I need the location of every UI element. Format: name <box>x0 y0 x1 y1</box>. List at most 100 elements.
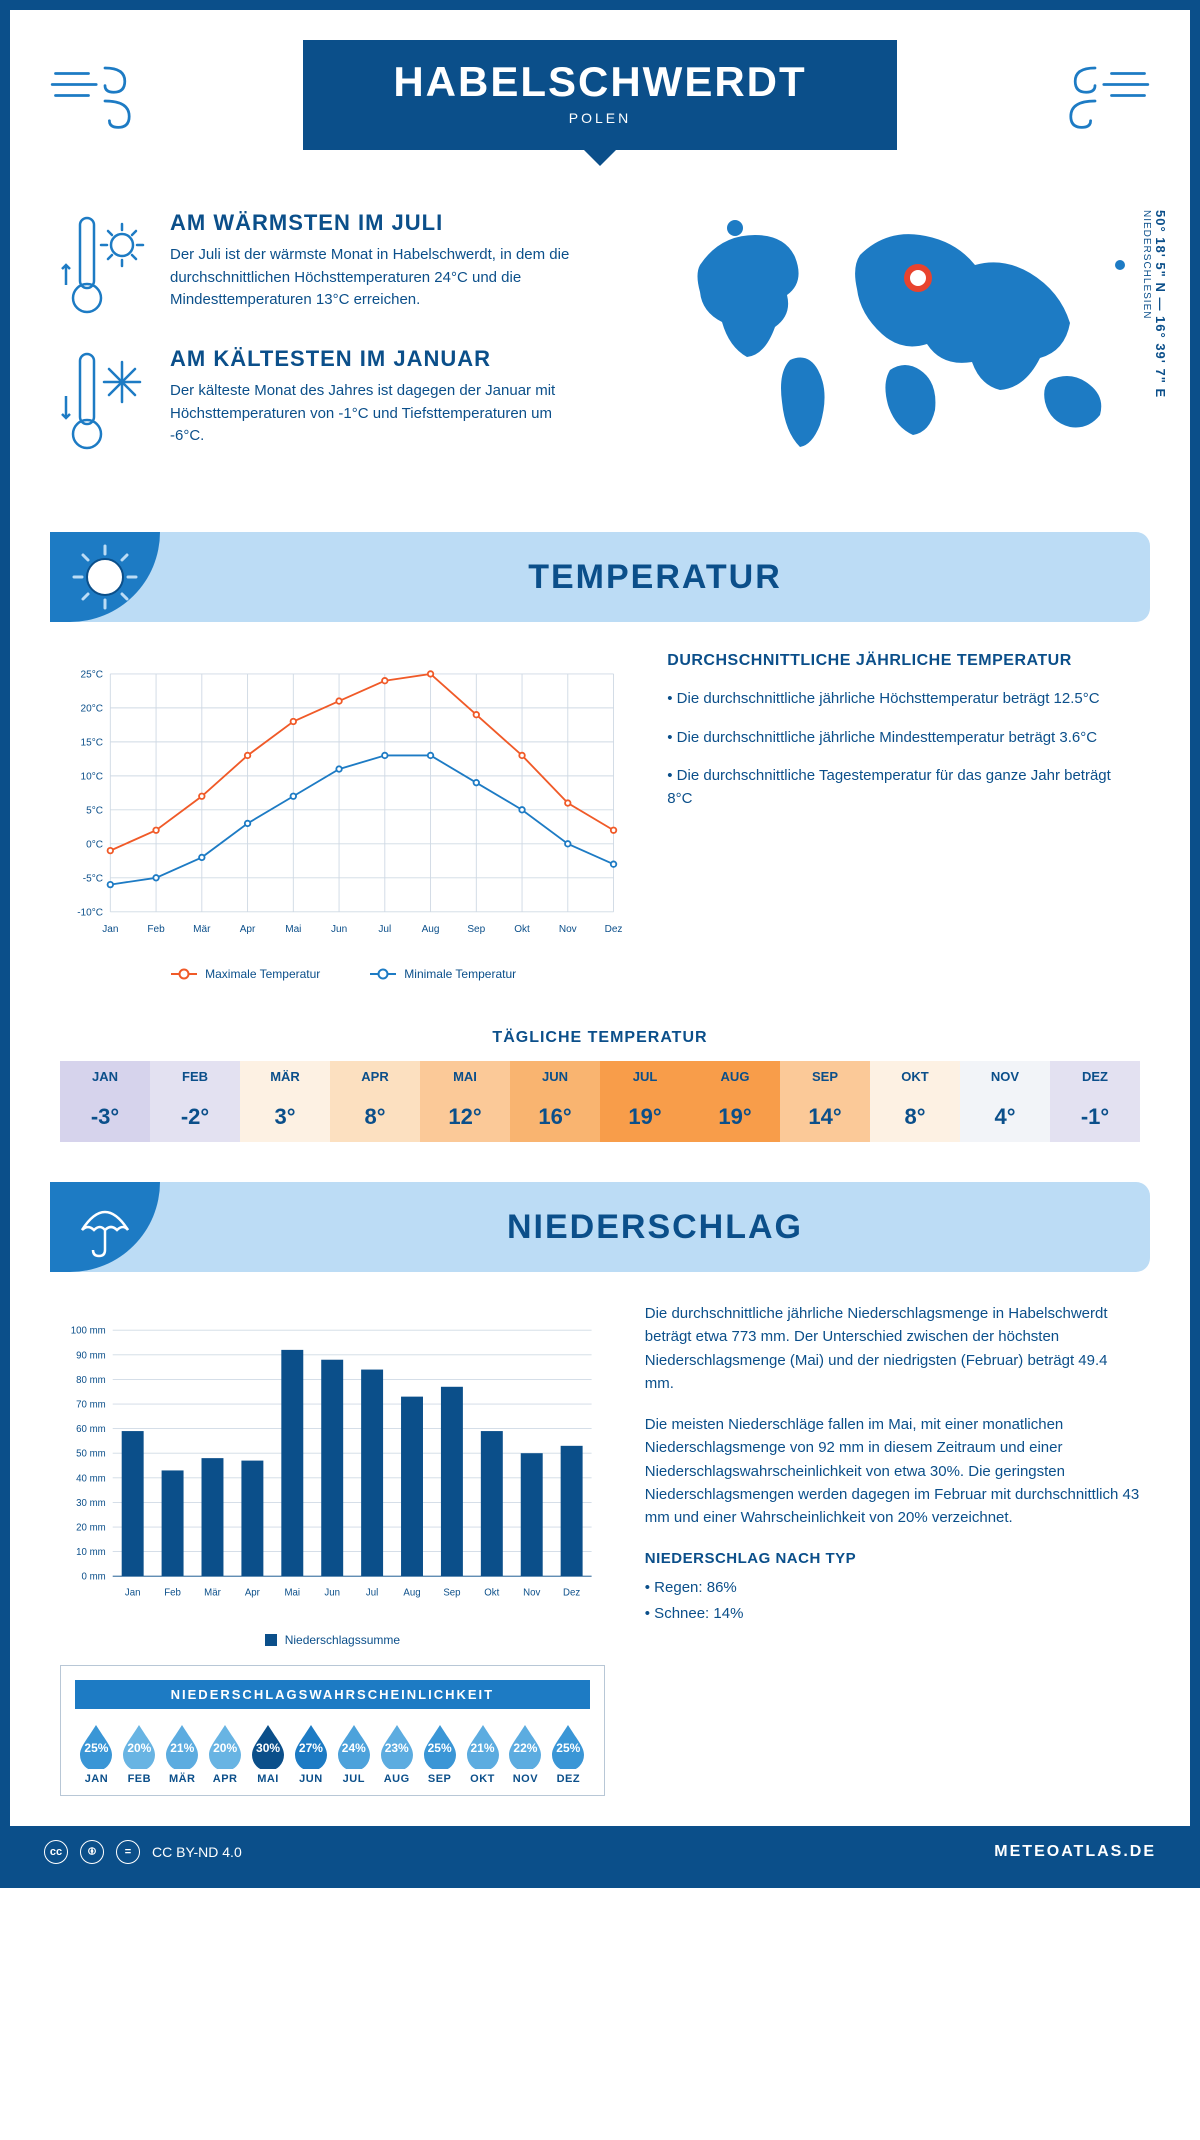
temp-note-item: • Die durchschnittliche jährliche Höchst… <box>667 688 1140 711</box>
prob-cell: 25% DEZ <box>547 1723 590 1785</box>
svg-text:Feb: Feb <box>164 1588 181 1599</box>
precip-probability-panel: NIEDERSCHLAGSWAHRSCHEINLICHKEIT 25% JAN … <box>60 1665 605 1796</box>
svg-text:40 mm: 40 mm <box>76 1473 106 1484</box>
svg-text:50 mm: 50 mm <box>76 1449 106 1460</box>
prob-cell: 25% JAN <box>75 1723 118 1785</box>
coordinates-label: 50° 18' 5" N — 16° 39' 7" E <box>1153 210 1168 398</box>
temp-note-item: • Die durchschnittliche Tagestemperatur … <box>667 765 1140 810</box>
daily-temp-title: TÄGLICHE TEMPERATUR <box>10 1029 1190 1047</box>
precipitation-section-header: NIEDERSCHLAG <box>50 1182 1150 1272</box>
precipitation-text: Die durchschnittliche jährliche Niedersc… <box>645 1302 1140 1796</box>
region-label: NIEDERSCHLESIEN <box>1141 210 1152 319</box>
daily-month-cell: AUG <box>690 1061 780 1092</box>
daily-temp-cell: 8° <box>330 1092 420 1142</box>
sun-icon <box>70 542 140 612</box>
svg-text:Dez: Dez <box>605 924 623 935</box>
warmest-block: AM WÄRMSTEN IM JULI Der Juli ist der wär… <box>60 210 650 320</box>
wind-icon <box>1040 50 1150 130</box>
svg-text:Mär: Mär <box>204 1588 221 1599</box>
prob-cell: 20% APR <box>204 1723 247 1785</box>
daily-temp-cell: 12° <box>420 1092 510 1142</box>
prob-cell: 27% JUN <box>289 1723 332 1785</box>
svg-text:Okt: Okt <box>484 1588 499 1599</box>
precip-paragraph-2: Die meisten Niederschläge fallen im Mai,… <box>645 1413 1140 1529</box>
svg-text:100 mm: 100 mm <box>71 1326 106 1337</box>
daily-month-cell: MAI <box>420 1061 510 1092</box>
brand-label: METEOATLAS.DE <box>994 1843 1156 1861</box>
temp-notes-title: DURCHSCHNITTLICHE JÄHRLICHE TEMPERATUR <box>667 652 1140 670</box>
thermometer-hot-icon <box>60 210 150 320</box>
daily-month-cell: JUN <box>510 1061 600 1092</box>
svg-text:Mai: Mai <box>285 1588 301 1599</box>
svg-text:Jun: Jun <box>324 1588 340 1599</box>
thermometer-cold-icon <box>60 346 150 456</box>
precipitation-body: 0 mm10 mm20 mm30 mm40 mm50 mm60 mm70 mm8… <box>10 1302 1190 1826</box>
svg-text:70 mm: 70 mm <box>76 1400 106 1411</box>
prob-cell: 21% MÄR <box>161 1723 204 1785</box>
svg-text:60 mm: 60 mm <box>76 1424 106 1435</box>
prob-cell: 20% FEB <box>118 1723 161 1785</box>
precip-paragraph-1: Die durchschnittliche jährliche Niedersc… <box>645 1302 1140 1395</box>
daily-temp-cell: 14° <box>780 1092 870 1142</box>
temperature-notes: DURCHSCHNITTLICHE JÄHRLICHE TEMPERATUR •… <box>667 652 1140 981</box>
umbrella-icon <box>72 1194 138 1260</box>
precipitation-bar-chart: 0 mm10 mm20 mm30 mm40 mm50 mm60 mm70 mm8… <box>60 1302 605 1622</box>
prob-cell: 23% AUG <box>375 1723 418 1785</box>
daily-temp-grid: JANFEBMÄRAPRMAIJUNJULAUGSEPOKTNOVDEZ-3°-… <box>60 1061 1140 1142</box>
svg-text:-5°C: -5°C <box>83 873 103 884</box>
daily-temp-cell: 19° <box>690 1092 780 1142</box>
prob-cell: 21% OKT <box>461 1723 504 1785</box>
temperature-legend: Maximale Temperatur Minimale Temperatur <box>60 967 627 981</box>
intro-section: AM WÄRMSTEN IM JULI Der Juli ist der wär… <box>10 210 1190 512</box>
prob-cell: 22% NOV <box>504 1723 547 1785</box>
svg-text:Aug: Aug <box>403 1588 420 1599</box>
daily-month-cell: NOV <box>960 1061 1050 1092</box>
svg-text:Nov: Nov <box>523 1588 540 1599</box>
daily-month-cell: OKT <box>870 1061 960 1092</box>
world-map-icon <box>680 210 1140 450</box>
svg-text:Jan: Jan <box>125 1588 141 1599</box>
svg-text:Nov: Nov <box>559 924 577 935</box>
daily-month-cell: SEP <box>780 1061 870 1092</box>
license-label: CC BY-ND 4.0 <box>152 1844 242 1860</box>
wind-icon <box>50 50 160 130</box>
svg-text:Jan: Jan <box>102 924 118 935</box>
svg-text:0°C: 0°C <box>86 839 103 850</box>
nd-icon: = <box>116 1840 140 1864</box>
daily-temp-cell: -1° <box>1050 1092 1140 1142</box>
svg-text:Mär: Mär <box>193 924 211 935</box>
svg-text:90 mm: 90 mm <box>76 1350 106 1361</box>
city-title: HABELSCHWERDT <box>393 58 806 106</box>
svg-text:25°C: 25°C <box>81 670 103 681</box>
daily-temp-cell: 4° <box>960 1092 1050 1142</box>
temperature-body: -10°C-5°C0°C5°C10°C15°C20°C25°CJanFebMär… <box>10 652 1190 1001</box>
svg-text:Dez: Dez <box>563 1588 580 1599</box>
svg-text:Feb: Feb <box>147 924 165 935</box>
daily-month-cell: APR <box>330 1061 420 1092</box>
infographic-frame: HABELSCHWERDT POLEN <box>0 0 1200 1888</box>
svg-text:Okt: Okt <box>514 924 530 935</box>
svg-text:Jun: Jun <box>331 924 347 935</box>
country-subtitle: POLEN <box>393 110 806 126</box>
coldest-title: AM KÄLTESTEN IM JANUAR <box>170 346 570 372</box>
warmest-title: AM WÄRMSTEN IM JULI <box>170 210 570 236</box>
svg-text:Sep: Sep <box>443 1588 460 1599</box>
header: HABELSCHWERDT POLEN <box>10 10 1190 210</box>
section-corner <box>50 1182 160 1272</box>
temp-note-item: • Die durchschnittliche jährliche Mindes… <box>667 727 1140 750</box>
svg-text:Sep: Sep <box>467 924 485 935</box>
svg-text:20°C: 20°C <box>81 704 103 715</box>
intro-text-column: AM WÄRMSTEN IM JULI Der Juli ist der wär… <box>60 210 650 482</box>
section-corner <box>50 532 160 622</box>
prob-cell: 25% SEP <box>418 1723 461 1785</box>
precip-type-title: NIEDERSCHLAG NACH TYP <box>645 1547 1140 1570</box>
svg-text:10°C: 10°C <box>81 772 103 783</box>
daily-temp-cell: 8° <box>870 1092 960 1142</box>
temperature-title: TEMPERATUR <box>160 558 1150 597</box>
daily-month-cell: MÄR <box>240 1061 330 1092</box>
prob-cell: 30% MAI <box>247 1723 290 1785</box>
coldest-block: AM KÄLTESTEN IM JANUAR Der kälteste Mona… <box>60 346 650 456</box>
svg-text:Jul: Jul <box>366 1588 378 1599</box>
svg-text:20 mm: 20 mm <box>76 1523 106 1534</box>
temperature-section-header: TEMPERATUR <box>50 532 1150 622</box>
